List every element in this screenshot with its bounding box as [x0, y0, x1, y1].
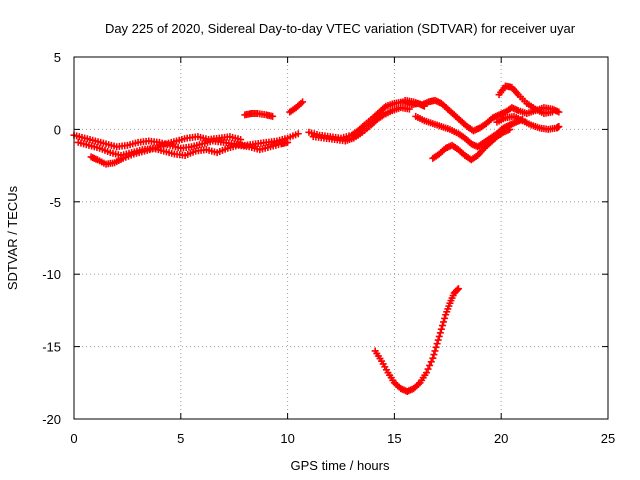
data-point [424, 365, 432, 373]
data-point [432, 343, 440, 351]
data-point [454, 285, 462, 293]
data-point [437, 325, 445, 333]
series-track-j [429, 125, 514, 164]
series-track-k [495, 82, 556, 117]
data-point [427, 358, 435, 366]
series-track-e [286, 98, 307, 116]
data-point [405, 105, 413, 113]
data-point [435, 332, 443, 340]
series-track-d [241, 109, 277, 120]
series-track-l [493, 112, 563, 133]
data-point [555, 108, 563, 116]
x-tick-label: 0 [70, 431, 77, 446]
data-point [506, 125, 514, 133]
data-point [429, 354, 437, 362]
data-point [434, 336, 442, 344]
x-tick-label: 20 [494, 431, 508, 446]
series-track-m [371, 285, 462, 395]
data-point [237, 136, 245, 144]
tick-labels: 0 5 10 15 20 25 5 0 -5 -10 -15 -20 [42, 50, 615, 446]
data-point [431, 347, 439, 355]
y-tick-label: -20 [42, 412, 61, 427]
y-tick-label: -5 [49, 195, 61, 210]
data-point [284, 138, 292, 146]
data-point [426, 361, 434, 369]
x-tick-label: 10 [280, 431, 294, 446]
data-point [294, 130, 302, 138]
y-tick-label: -15 [42, 340, 61, 355]
series-track-a [70, 130, 302, 152]
x-tick-label: 25 [601, 431, 615, 446]
y-axis-label: SDTVAR / TECUs [5, 185, 20, 290]
data-point [453, 286, 461, 294]
plot-frame [73, 56, 609, 420]
data-point [441, 314, 449, 322]
data-point [440, 318, 448, 326]
data-point [555, 123, 563, 131]
y-tick-label: -10 [42, 267, 61, 282]
data-marks [70, 82, 563, 395]
y-tick-label: 5 [54, 50, 61, 65]
data-point [299, 98, 307, 106]
data-point [430, 351, 438, 359]
data-point [422, 369, 430, 377]
series-track-c [87, 133, 245, 168]
data-point [269, 112, 277, 120]
y-tick-label: 0 [54, 122, 61, 137]
data-point [548, 108, 556, 116]
x-tick-label: 5 [177, 431, 184, 446]
data-point [433, 340, 441, 348]
x-tick-label: 15 [387, 431, 401, 446]
data-point [438, 322, 446, 330]
data-point [436, 329, 444, 337]
x-axis-label: GPS time / hours [291, 458, 390, 473]
chart-title: Day 225 of 2020, Sidereal Day-to-day VTE… [105, 21, 576, 36]
series-track-g [309, 104, 413, 145]
